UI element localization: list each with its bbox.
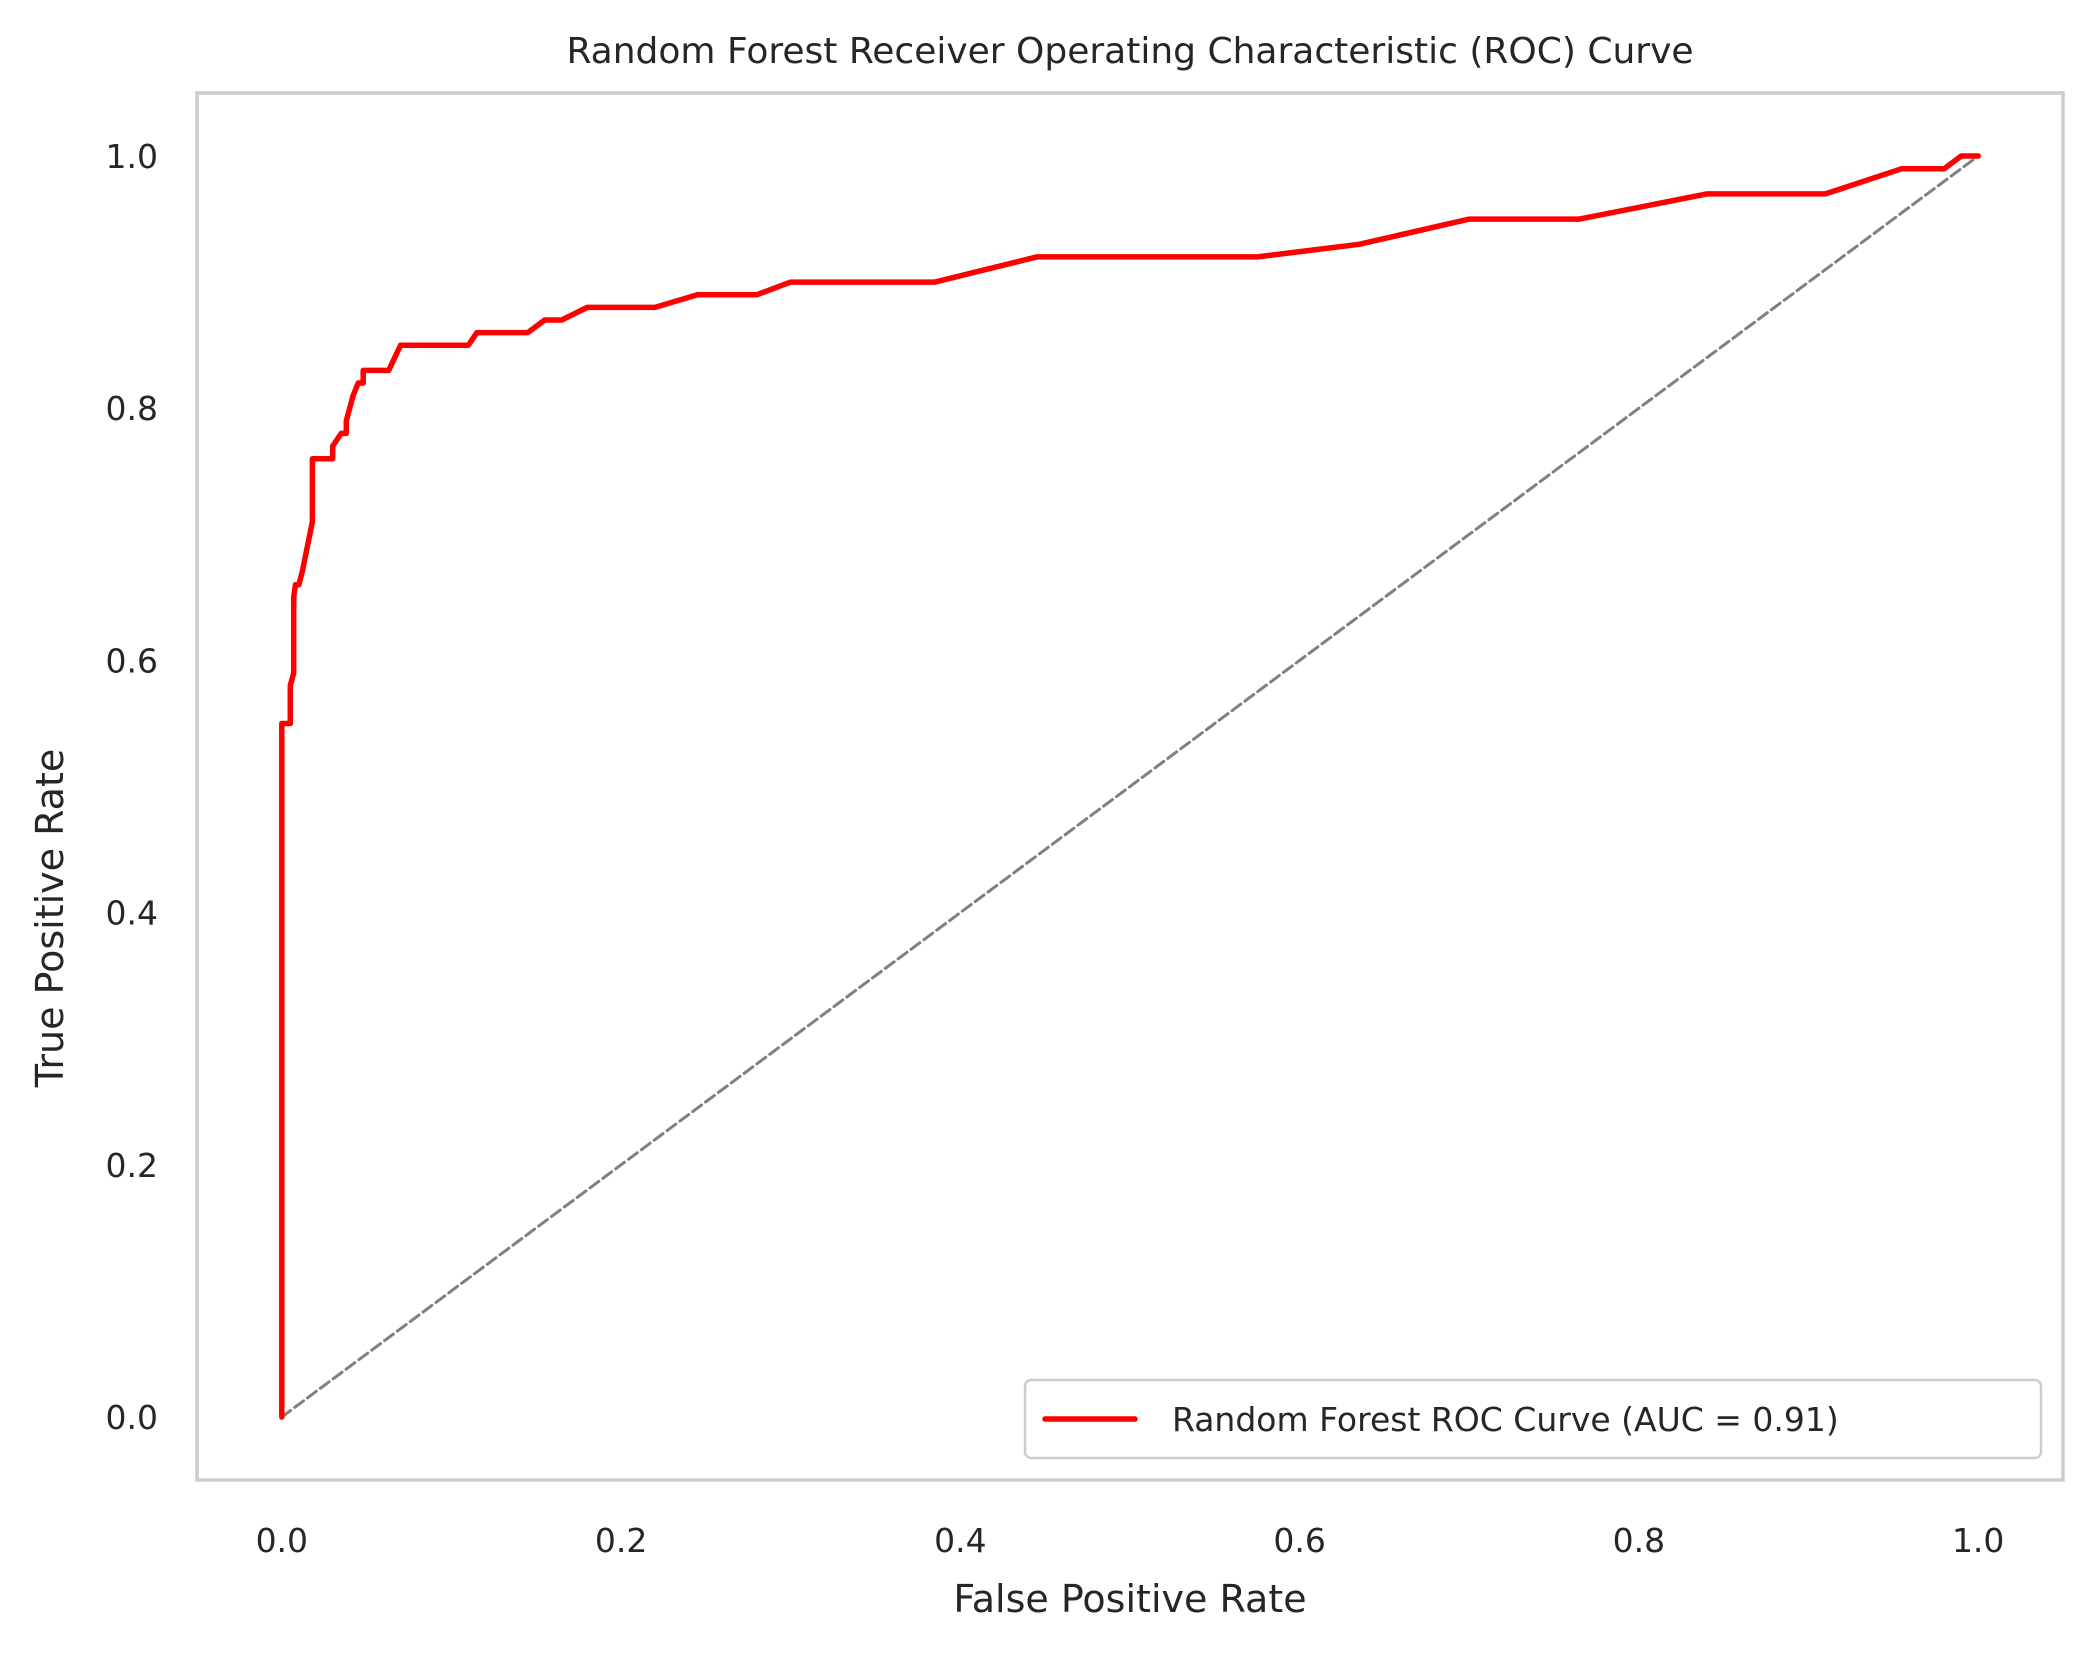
legend-label: Random Forest ROC Curve (AUC = 0.91) bbox=[1172, 1400, 1839, 1439]
x-tick-label: 0.2 bbox=[595, 1521, 647, 1560]
x-tick-label: 0.0 bbox=[256, 1521, 308, 1560]
y-tick-label: 0.6 bbox=[106, 641, 158, 680]
plot-series bbox=[279, 153, 1981, 1420]
x-tick-label: 0.4 bbox=[934, 1521, 986, 1560]
legend: Random Forest ROC Curve (AUC = 0.91) bbox=[1023, 1378, 2043, 1460]
x-tick-label: 0.8 bbox=[1613, 1521, 1665, 1560]
y-tick-label: 0.0 bbox=[106, 1398, 158, 1437]
y-tick-label: 0.4 bbox=[106, 894, 158, 933]
x-axis-label: False Positive Rate bbox=[953, 1577, 1306, 1621]
plot-area-border bbox=[195, 91, 2065, 1482]
diagonal-reference-line bbox=[280, 154, 1980, 1419]
plot-frame bbox=[195, 91, 2065, 1482]
x-tick-label: 1.0 bbox=[1952, 1521, 2004, 1560]
x-tick-label: 0.6 bbox=[1273, 1521, 1325, 1560]
y-axis-ticks: 0.0 0.2 0.4 0.6 0.8 1.0 bbox=[106, 137, 158, 1437]
y-axis-label: True Positive Rate bbox=[28, 749, 72, 1089]
legend-box bbox=[1023, 1378, 2043, 1460]
x-axis-ticks: 0.0 0.2 0.4 0.6 0.8 1.0 bbox=[256, 1521, 2005, 1560]
y-tick-label: 0.2 bbox=[106, 1146, 158, 1185]
chart-title: Random Forest Receiver Operating Charact… bbox=[566, 31, 1693, 72]
y-tick-label: 0.8 bbox=[106, 389, 158, 428]
roc-curve-line bbox=[279, 153, 1981, 1420]
y-tick-label: 1.0 bbox=[106, 137, 158, 176]
